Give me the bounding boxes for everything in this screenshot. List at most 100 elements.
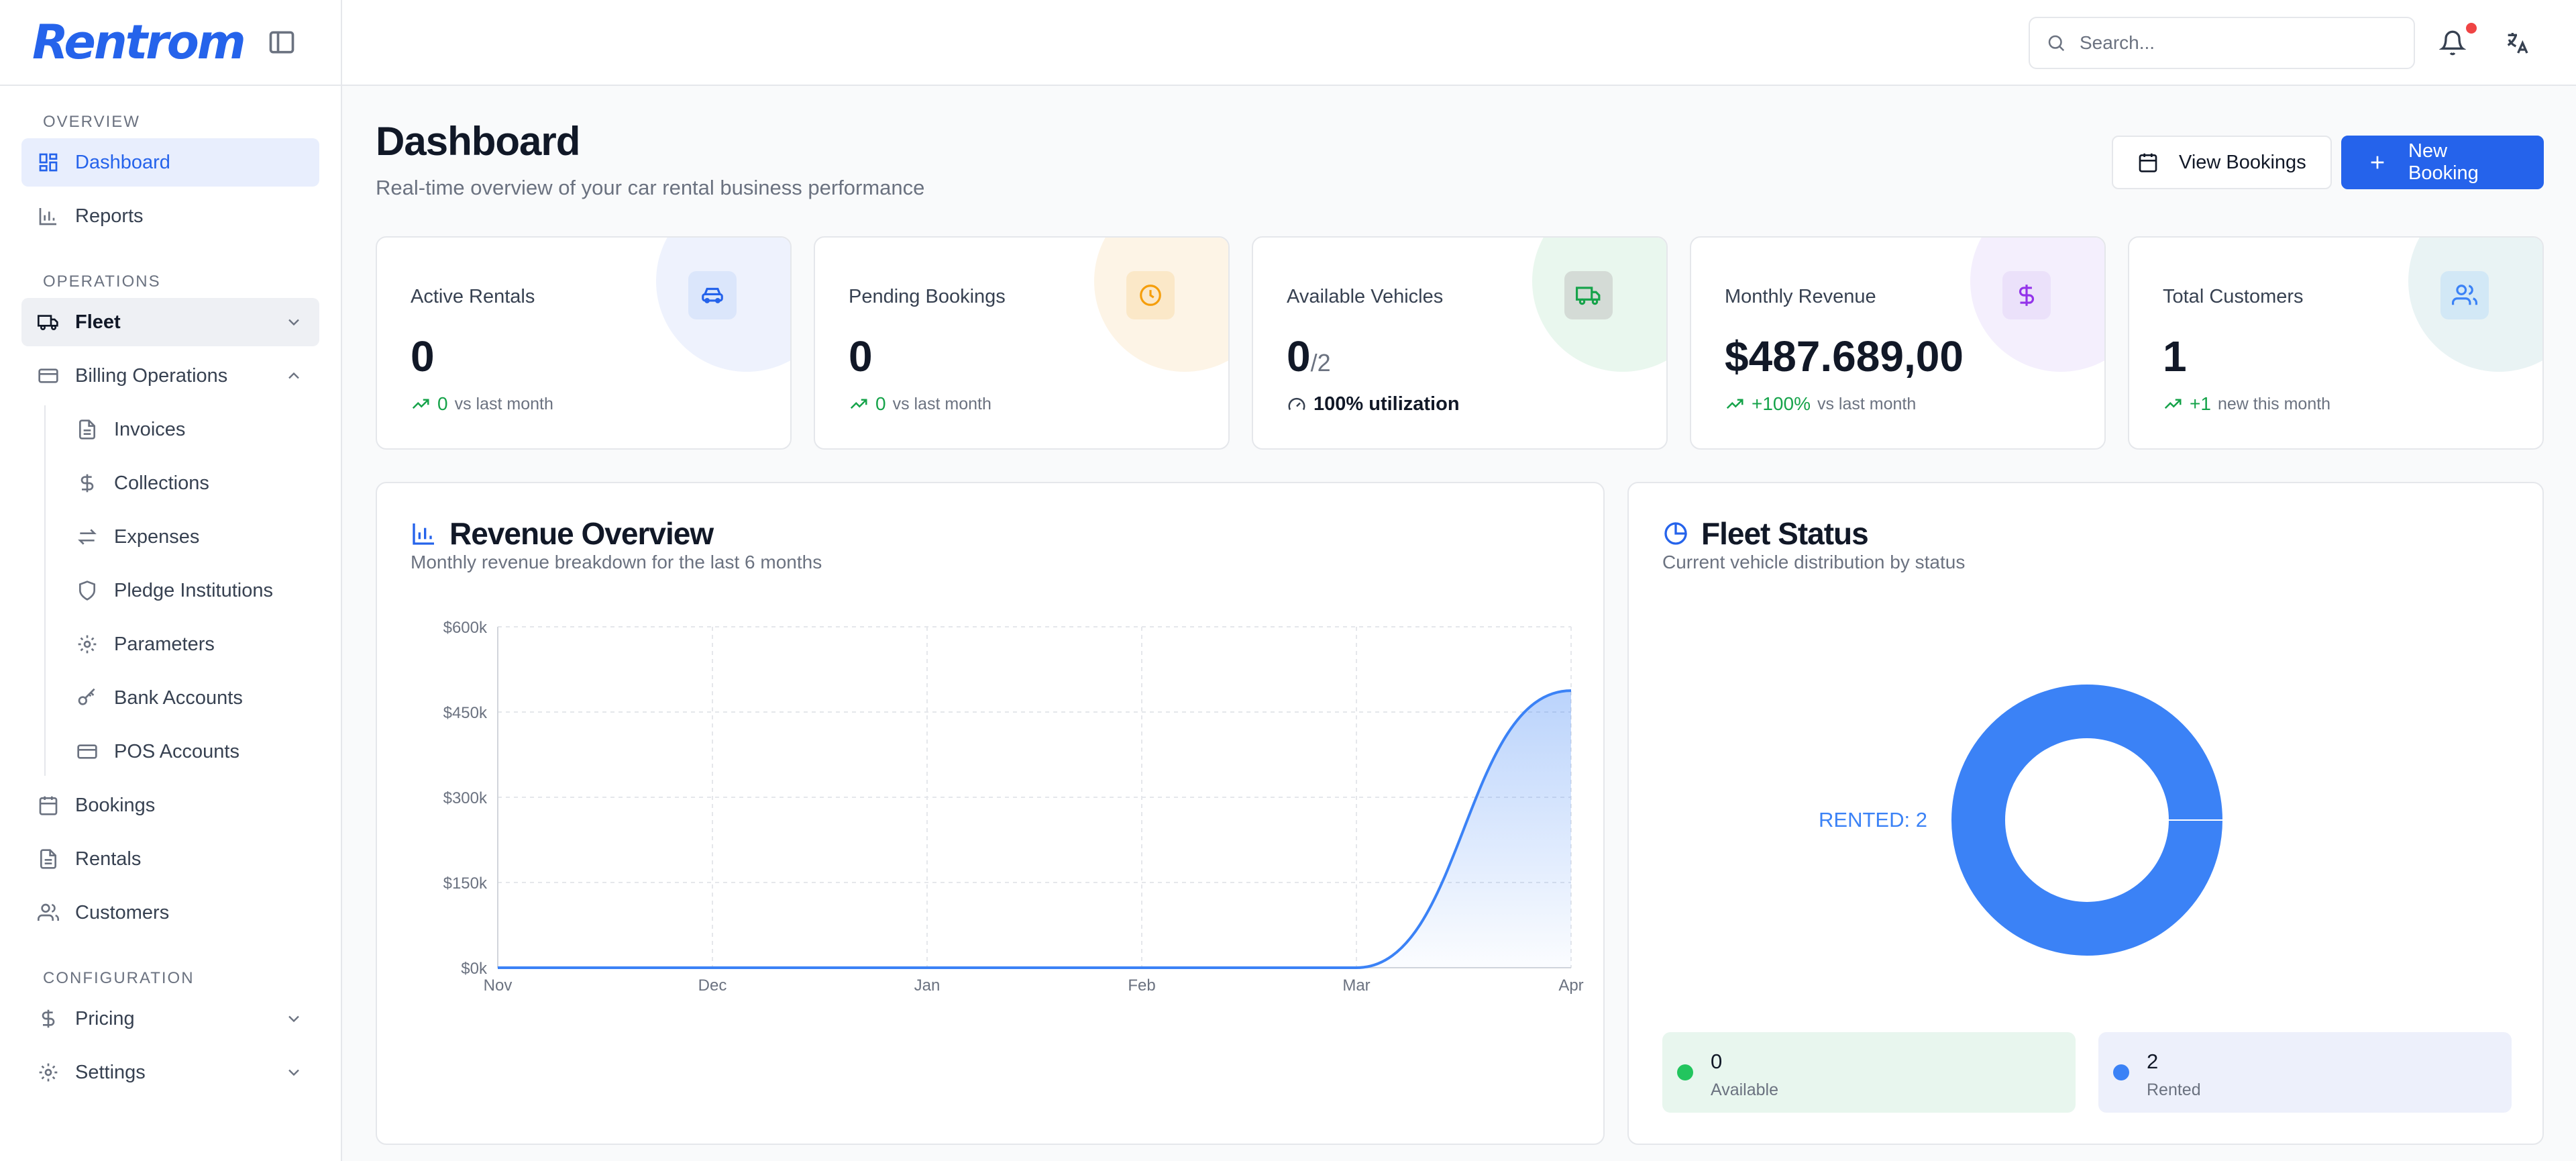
revenue-line xyxy=(498,689,1572,969)
stat-card-pending-bookings: Pending Bookings 0 0 vs last month xyxy=(814,236,1230,450)
y-tick-label: $600k xyxy=(443,619,488,637)
legend-label: Available xyxy=(1711,1080,1779,1099)
revenue-chart[interactable]: $0k $150k $300k $450k $600k Nov Dec Jan Feb Mar A… xyxy=(404,597,1585,1080)
bar-chart-icon xyxy=(38,205,59,227)
stat-value: 0 xyxy=(849,332,873,381)
credit-card-icon xyxy=(76,741,98,762)
page-title: Dashboard xyxy=(376,119,580,164)
stat-trend: 0 vs last month xyxy=(411,393,553,415)
chevron-down-icon xyxy=(284,1009,303,1028)
chevron-down-icon xyxy=(284,1063,303,1082)
sidebar-item-label: Invoices xyxy=(114,418,186,440)
x-tick-label: Feb xyxy=(1128,976,1155,995)
legend-dot xyxy=(1677,1064,1693,1080)
stat-label: Active Rentals xyxy=(411,286,535,307)
fleet-donut-chart[interactable]: RENTED: 2 xyxy=(1629,584,2545,987)
sidebar-item-customers[interactable]: Customers xyxy=(21,889,319,937)
trend-text: 100% utilization xyxy=(1313,393,1460,415)
file-text-icon xyxy=(76,419,98,440)
stat-trend: +100% vs last month xyxy=(1725,393,1916,415)
view-bookings-label: View Bookings xyxy=(2179,151,2306,173)
trending-up-icon xyxy=(412,399,429,409)
new-booking-label: New Booking xyxy=(2408,140,2479,184)
stat-value: 0 xyxy=(411,332,435,381)
sidebar-item-pricing[interactable]: Pricing xyxy=(21,995,319,1043)
sidebar-item-reports[interactable]: Reports xyxy=(21,192,319,240)
sidebar-item-fleet[interactable]: Fleet xyxy=(21,298,319,346)
sidebar-item-bookings[interactable]: Bookings xyxy=(21,781,319,829)
truck-icon xyxy=(1564,271,1613,319)
revenue-overview-panel: Revenue Overview Monthly revenue breakdo… xyxy=(376,482,1605,1145)
sidebar-item-label: Expenses xyxy=(114,525,200,548)
section-label-operations: OPERATIONS xyxy=(43,272,161,291)
revenue-area xyxy=(498,691,1571,968)
sidebar-item-dashboard[interactable]: Dashboard xyxy=(21,138,319,187)
sidebar-item-pledge-institutions[interactable]: Pledge Institutions xyxy=(60,566,319,615)
new-booking-button[interactable]: New Booking xyxy=(2341,136,2544,189)
key-icon xyxy=(76,687,98,709)
trending-up-icon xyxy=(1726,399,1743,409)
bell-icon[interactable] xyxy=(2439,30,2466,56)
stat-card-active-rentals: Active Rentals 0 0 vs last month xyxy=(376,236,792,450)
donut-slice-rented[interactable] xyxy=(1951,685,2222,956)
trend-value: 0 xyxy=(875,393,886,414)
donut-annotation: RENTED: 2 xyxy=(1819,808,1927,831)
view-bookings-button[interactable]: View Bookings xyxy=(2112,136,2332,189)
sidebar-item-label: Reports xyxy=(75,205,144,227)
notification-dot xyxy=(2466,23,2477,34)
sidebar-item-invoices[interactable]: Invoices xyxy=(60,405,319,454)
sidebar-item-label: Fleet xyxy=(75,311,121,333)
stat-value: 1 xyxy=(2163,332,2187,381)
trend-text: new this month xyxy=(2217,394,2331,413)
translate-icon[interactable] xyxy=(2504,30,2530,56)
stat-card-monthly-revenue: Monthly Revenue $487.689,00 +100% vs las… xyxy=(1690,236,2106,450)
sidebar-item-parameters[interactable]: Parameters xyxy=(60,620,319,668)
sidebar-item-label: POS Accounts xyxy=(114,740,239,762)
stat-value: $487.689,00 xyxy=(1725,332,1964,381)
sidebar-item-label: Parameters xyxy=(114,633,215,655)
file-text-icon xyxy=(38,848,59,870)
pie-chart-icon xyxy=(1664,522,1687,545)
sidebar-nav: OVERVIEW Dashboard Reports OPERATIONS Fl… xyxy=(0,86,341,1115)
stat-trend: 0 vs last month xyxy=(849,393,991,415)
legend-available: 0 Available xyxy=(1662,1032,2076,1113)
stat-label: Available Vehicles xyxy=(1287,286,1444,307)
gear-icon xyxy=(76,634,98,655)
gear-icon xyxy=(38,1062,59,1083)
stat-card-available-vehicles: Available Vehicles 0/2 100% utilization xyxy=(1252,236,1668,450)
search-input[interactable] xyxy=(2080,32,2398,54)
sidebar-item-rentals[interactable]: Rentals xyxy=(21,835,319,883)
x-tick-label: Mar xyxy=(1342,976,1370,995)
car-icon xyxy=(688,271,737,319)
search-box[interactable] xyxy=(2029,17,2415,69)
stat-value: 0/2 xyxy=(1287,332,1331,381)
legend-dot xyxy=(2113,1064,2129,1080)
brand-header: Rentrom xyxy=(0,0,341,86)
x-tick-label: Jan xyxy=(914,976,941,995)
calendar-icon xyxy=(38,795,59,816)
y-tick-label: $0k xyxy=(461,960,488,978)
sidebar-item-collections[interactable]: Collections xyxy=(60,459,319,507)
trend-value: +1 xyxy=(2190,393,2211,414)
fleet-title: Fleet Status xyxy=(1701,516,1869,551)
sidebar-toggle-icon[interactable] xyxy=(267,28,297,57)
trend-value: +100% xyxy=(1752,393,1811,414)
revenue-title: Revenue Overview xyxy=(449,516,714,551)
sidebar-item-billing-operations[interactable]: Billing Operations xyxy=(21,352,319,400)
sidebar-item-label: Collections xyxy=(114,472,209,494)
trend-text: vs last month xyxy=(892,394,991,413)
sidebar-item-pos-accounts[interactable]: POS Accounts xyxy=(60,727,319,776)
sidebar-item-expenses[interactable]: Expenses xyxy=(60,513,319,561)
brand-logo[interactable]: Rentrom xyxy=(32,15,246,70)
sidebar-item-bank-accounts[interactable]: Bank Accounts xyxy=(60,674,319,722)
sidebar-item-settings[interactable]: Settings xyxy=(21,1048,319,1097)
shield-icon xyxy=(76,580,98,601)
clock-icon xyxy=(1126,271,1175,319)
bar-chart-icon xyxy=(413,523,434,545)
stat-label: Total Customers xyxy=(2163,286,2304,307)
trend-text: vs last month xyxy=(454,394,553,413)
dollar-icon xyxy=(76,472,98,494)
x-tick-label: Dec xyxy=(698,976,727,995)
section-label-overview: OVERVIEW xyxy=(43,113,140,131)
panel-title: Revenue Overview xyxy=(411,515,714,552)
